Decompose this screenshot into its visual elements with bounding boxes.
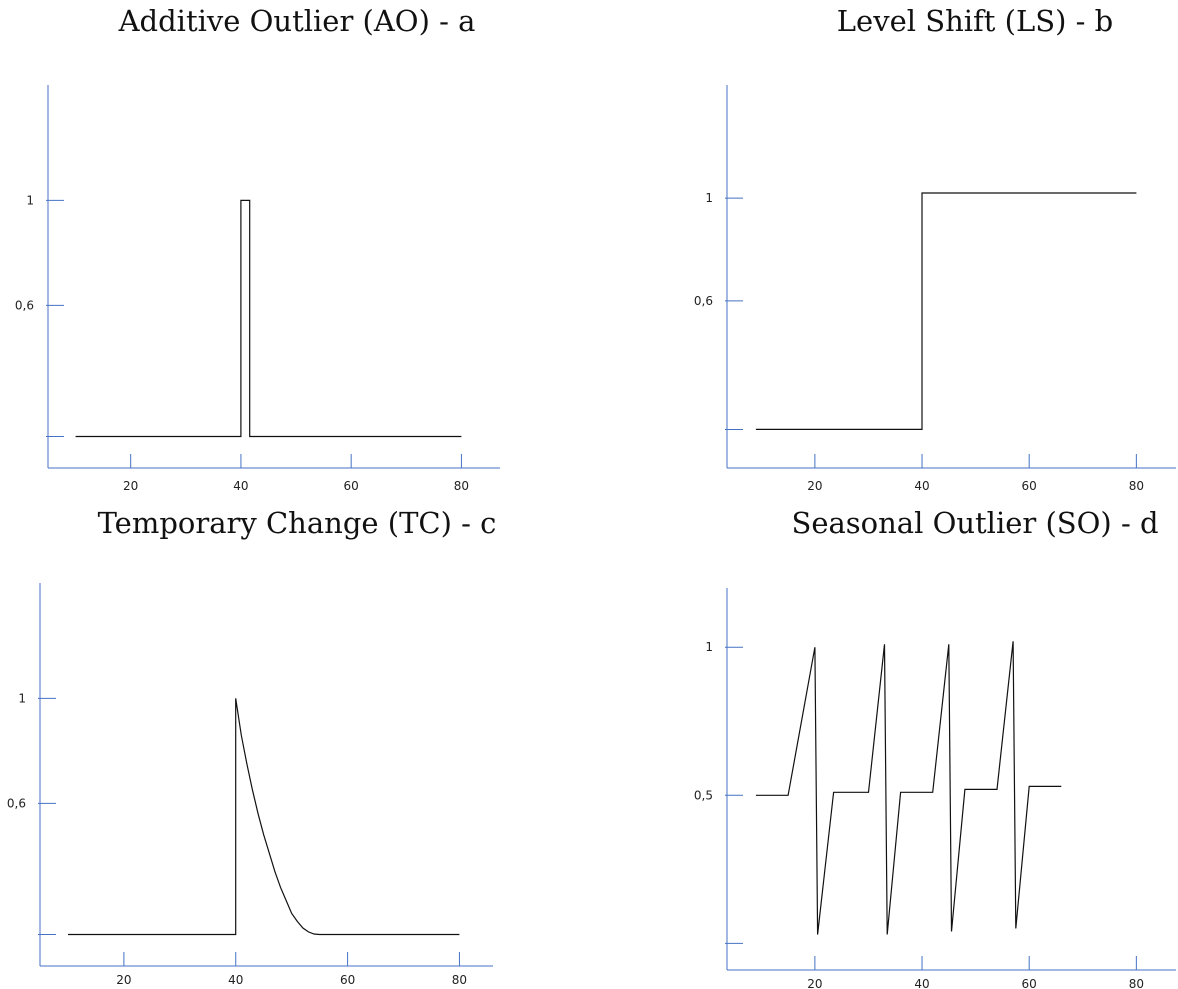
ao-y-tick-label: 0,6 (15, 298, 34, 312)
ls-series-line (755, 192, 1137, 430)
ao-series-line (75, 199, 462, 438)
ls-x-tick-label: 80 (1129, 479, 1144, 493)
tc-x-tick-label: 80 (452, 973, 467, 987)
ls-y-tick-label: 0,6 (694, 294, 713, 308)
ao-x-tick-label: 40 (233, 479, 248, 493)
ao-y-tick-label: 1 (26, 193, 34, 207)
so-series-line (755, 641, 1062, 935)
so-y-tick-label: 0,5 (694, 788, 713, 802)
so-x-tick-label: 20 (807, 977, 822, 989)
chart-title-ls: Level Shift (LS) - b (836, 4, 1114, 38)
tc-y-tick-label: 1 (18, 691, 26, 705)
ls-x-tick-label: 60 (1022, 479, 1037, 493)
chart-title-tc: Temporary Change (TC) - c (97, 506, 497, 540)
ls-x-tick-label: 40 (914, 479, 929, 493)
so-x-tick-label: 40 (914, 977, 929, 989)
so-x-tick-label: 60 (1022, 977, 1037, 989)
chart-title-so: Seasonal Outlier (SO) - d (791, 506, 1159, 540)
tc-x-tick-label: 40 (228, 973, 243, 987)
ao-x-tick-label: 80 (454, 479, 469, 493)
ls-x-tick-label: 20 (807, 479, 822, 493)
ao-x-tick-label: 20 (123, 479, 138, 493)
so-y-tick-label: 1 (705, 640, 713, 654)
tc-series-line (68, 698, 460, 936)
chart-title-ao: Additive Outlier (AO) - a (118, 4, 476, 38)
ls-y-tick-label: 1 (705, 191, 713, 205)
tc-x-tick-label: 60 (340, 973, 355, 987)
tc-y-tick-label: 0,6 (7, 796, 26, 810)
ao-x-tick-label: 60 (344, 479, 359, 493)
tc-x-tick-label: 20 (116, 973, 131, 987)
so-x-tick-label: 80 (1129, 977, 1144, 989)
